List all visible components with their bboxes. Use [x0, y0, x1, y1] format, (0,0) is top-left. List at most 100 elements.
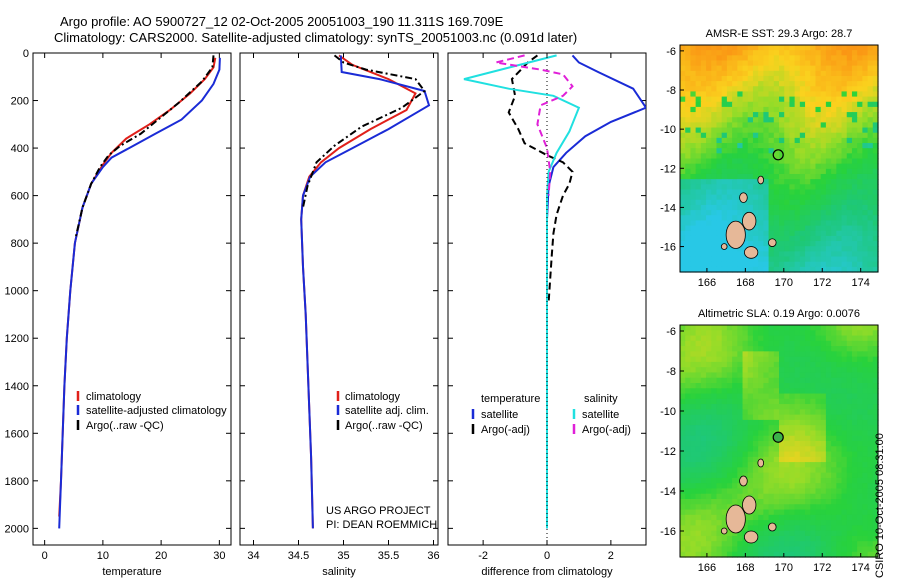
x-tick-label: 168 — [736, 562, 754, 574]
y-tick-label: -6 — [666, 326, 676, 338]
x-tick-label: 170 — [775, 277, 793, 289]
legend-label: climatology — [86, 391, 142, 403]
x-tick-label: 168 — [736, 277, 754, 289]
y-tick-label: -14 — [660, 486, 676, 498]
island — [720, 527, 728, 535]
x-tick-label: 0 — [42, 550, 48, 562]
series-group — [463, 54, 646, 529]
island — [743, 246, 759, 259]
x-tick-label: 170 — [775, 562, 793, 574]
plot-frame — [32, 52, 232, 546]
y-tick-label: -10 — [660, 406, 676, 418]
island — [720, 243, 728, 250]
difference-panel: -2 0 2 difference from climatology temperatu… — [447, 52, 647, 578]
island — [743, 530, 759, 544]
x-tick-label: 166 — [698, 562, 716, 574]
legend-label: Argo(..raw -QC) — [86, 420, 164, 432]
island — [739, 475, 748, 487]
argo-location-marker — [772, 431, 784, 443]
island — [742, 211, 757, 231]
legend-label: satellite-adjusted climatology — [86, 405, 227, 417]
timestamp-label: CSIRO 10-Oct-2005 08:31:00 — [874, 433, 886, 578]
sla-map-panel: 166 168 170 172 174 -6 -8 -10 -12 -14 -16 Altimetri… — [660, 308, 879, 574]
x-tick-label: 166 — [698, 277, 716, 289]
y-tick-label: -8 — [666, 366, 676, 378]
series-line-satellite — [463, 54, 581, 529]
legend-header-salinity: salinity — [584, 393, 618, 405]
island — [742, 495, 757, 515]
island — [768, 238, 777, 247]
series-line-satellite-adjusted-climatology — [58, 57, 221, 529]
figure-title-line2: Climatology: CARS2000. Satellite-adjuste… — [54, 30, 578, 45]
y-tick-label: -8 — [666, 85, 676, 97]
map-frame — [679, 324, 879, 558]
x-tick-label: 35.5 — [378, 550, 399, 562]
legend-label: Argo(-adj) — [582, 424, 631, 436]
x-axis-label: salinity — [322, 566, 356, 578]
y-tick-label: 2000 — [5, 523, 29, 535]
credit-project: US ARGO PROJECT — [326, 505, 431, 517]
y-tick-label: -6 — [666, 46, 676, 58]
series-line-argo-adj- — [495, 54, 574, 196]
legend-label: climatology — [345, 391, 401, 403]
y-tick-label: 200 — [11, 96, 29, 108]
x-tick-label: 35 — [337, 550, 349, 562]
y-tick-label: -16 — [660, 242, 676, 254]
island — [725, 504, 746, 534]
series-group — [58, 55, 221, 529]
temperature-panel: 0 10 20 30 0 200 400 600 800 1000 1200 1400 1600 1800… — [5, 48, 232, 578]
y-tick-label: -12 — [660, 163, 676, 175]
x-tick-label: 10 — [97, 550, 109, 562]
map-field — [680, 45, 879, 273]
x-tick-label: 2 — [608, 550, 614, 562]
island — [768, 522, 777, 532]
y-tick-label: -10 — [660, 124, 676, 136]
y-tick-label: 400 — [11, 143, 29, 155]
x-tick-label: 20 — [155, 550, 167, 562]
legend-label: Argo(-adj) — [481, 424, 530, 436]
x-tick-label: 34 — [247, 550, 259, 562]
legend-header-temperature: temperature — [481, 393, 540, 405]
y-tick-label: 0 — [23, 48, 29, 60]
y-tick-label: -16 — [660, 526, 676, 538]
x-tick-label: 36 — [427, 550, 439, 562]
y-tick-label: 1000 — [5, 286, 29, 298]
salinity-panel: 34 34.5 35 35.5 36 salinity climatology satelli… — [239, 52, 440, 578]
legend-label: satellite adj. clim. — [345, 405, 429, 417]
x-tick-label: 172 — [813, 277, 831, 289]
y-tick-label: 1800 — [5, 476, 29, 488]
series-group — [300, 54, 431, 529]
map-title: Altimetric SLA: 0.19 Argo: 0.0076 — [698, 308, 860, 320]
legend-label: satellite — [582, 409, 619, 421]
island — [757, 175, 765, 185]
map-title: AMSR-E SST: 29.3 Argo: 28.7 — [706, 28, 853, 40]
x-tick-label: 34.5 — [288, 550, 309, 562]
legend-label: satellite — [481, 409, 518, 421]
plot-frame — [239, 52, 439, 546]
sst-map-panel: 166 168 170 172 174 -6 -8 -10 -12 -14 -16 AMSR-E SS… — [660, 28, 879, 289]
x-tick-label: 0 — [544, 550, 550, 562]
x-tick-label: -2 — [478, 550, 488, 562]
credit-pi: PI: DEAN ROEMMICH — [326, 519, 438, 531]
island — [725, 220, 746, 249]
y-tick-label: 800 — [11, 238, 29, 250]
map-field — [680, 325, 879, 558]
y-tick-label: 600 — [11, 191, 29, 203]
legend-label: Argo(..raw -QC) — [345, 420, 423, 432]
y-tick-label: 1400 — [5, 381, 29, 393]
x-tick-label: 30 — [213, 550, 225, 562]
series-line-argo-raw-qc- — [74, 55, 215, 239]
y-tick-label: 1600 — [5, 428, 29, 440]
y-tick-label: 1200 — [5, 333, 29, 345]
island — [757, 458, 765, 468]
y-tick-label: -12 — [660, 446, 676, 458]
island — [739, 192, 748, 203]
x-axis-label: temperature — [102, 566, 161, 578]
argo-location-marker — [772, 149, 784, 161]
map-frame — [679, 44, 879, 273]
x-axis-label: difference from climatology — [481, 566, 613, 578]
y-tick-label: -14 — [660, 202, 676, 214]
x-tick-label: 174 — [852, 277, 870, 289]
x-tick-label: 174 — [852, 562, 870, 574]
